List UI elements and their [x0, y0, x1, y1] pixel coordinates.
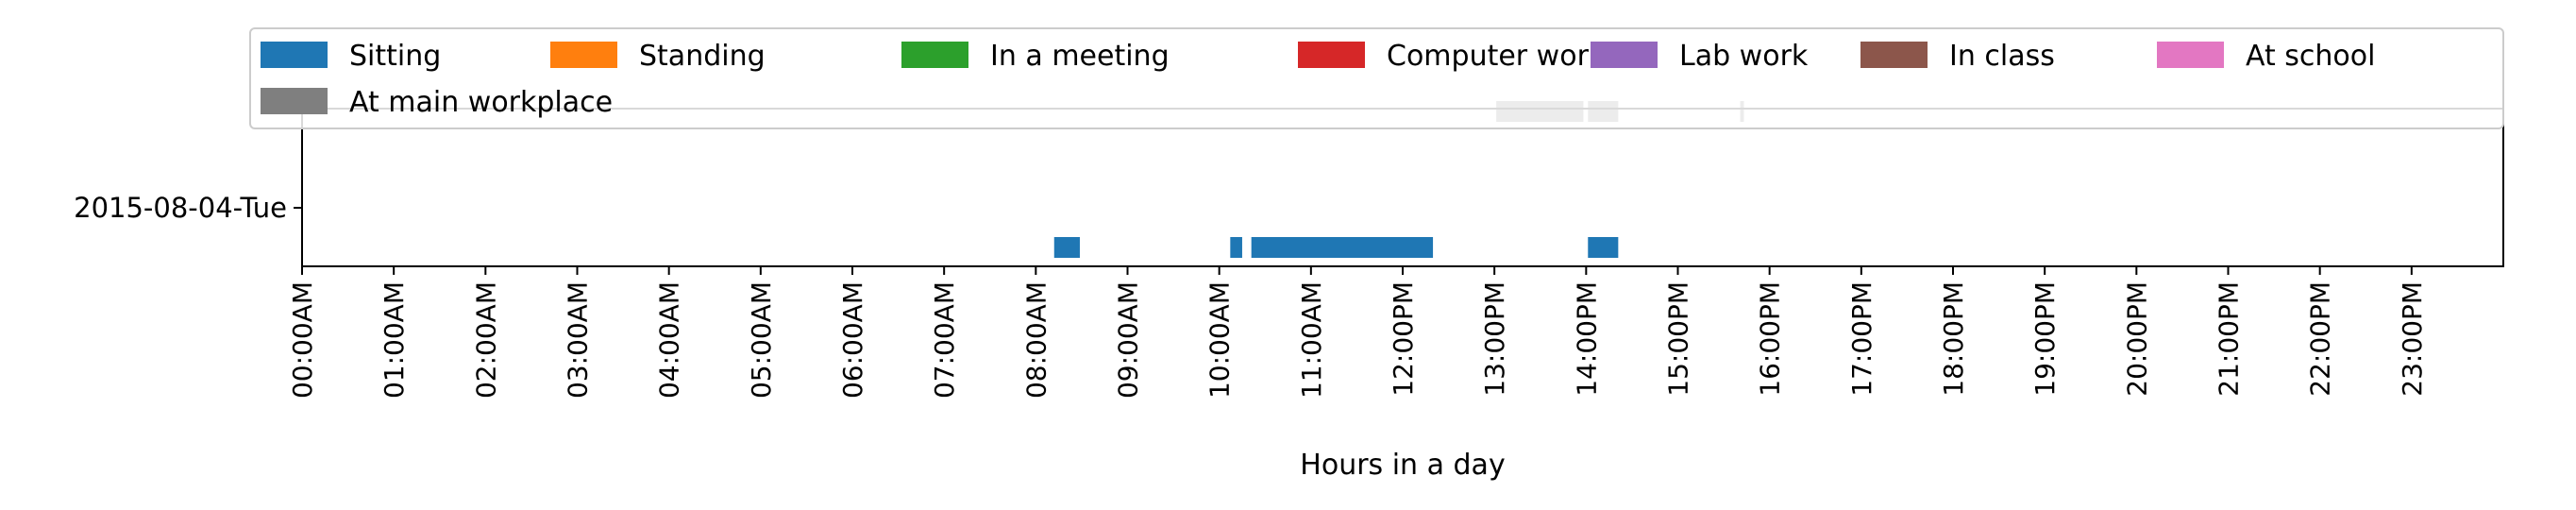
legend-label-computer-work: Computer work	[1387, 40, 1606, 73]
bar-sitting-2	[1251, 237, 1434, 258]
legend-swatch-in-a-meeting	[901, 42, 968, 68]
x-tick-label: 16:00PM	[1755, 281, 1786, 397]
x-tick-label: 19:00PM	[2029, 281, 2061, 397]
bar-sitting-3	[1588, 237, 1619, 258]
legend-swatch-computer-work	[1298, 42, 1365, 68]
legend-label-sitting: Sitting	[349, 40, 441, 73]
x-tick-label: 12:00PM	[1388, 281, 1419, 397]
legend-swatch-standing	[550, 42, 617, 68]
x-tick-label: 08:00AM	[1020, 281, 1052, 399]
x-tick-label: 15:00PM	[1663, 281, 1694, 397]
x-tick-label: 03:00AM	[563, 281, 594, 399]
legend-swatch-at-main-workplace	[261, 88, 328, 114]
x-tick-label: 10:00AM	[1204, 281, 1236, 399]
bar-sitting-1	[1230, 237, 1242, 258]
legend-swatch-in-class	[1860, 42, 1928, 68]
y-tick-label: 2015-08-04-Tue	[74, 192, 287, 224]
y-axis-ticks: 2015-08-04-Tue	[74, 192, 302, 224]
bar-sitting-0	[1053, 237, 1080, 258]
legend-label-in-a-meeting: In a meeting	[990, 40, 1170, 73]
x-tick-label: 20:00PM	[2121, 281, 2152, 397]
legend: Sitting Standing In a meeting Computer work…	[249, 27, 2504, 129]
x-tick-label: 18:00PM	[1938, 281, 1969, 397]
x-axis-label: Hours in a day	[1300, 449, 1505, 482]
legend-label-standing: Standing	[639, 40, 766, 73]
legend-label-in-class: In class	[1949, 40, 2055, 73]
x-tick-label: 13:00PM	[1479, 281, 1510, 397]
legend-swatch-at-school	[2157, 42, 2224, 68]
x-tick-label: 00:00AM	[287, 281, 318, 399]
legend-label-lab-work: Lab work	[1679, 40, 1809, 73]
x-tick-label: 11:00AM	[1296, 281, 1327, 399]
x-tick-label: 22:00PM	[2305, 281, 2336, 397]
legend-swatch-sitting	[261, 42, 328, 68]
x-tick-label: 01:00AM	[379, 281, 410, 399]
x-tick-label: 09:00AM	[1113, 281, 1144, 399]
x-tick-label: 02:00AM	[470, 281, 501, 399]
x-tick-label: 06:00AM	[837, 281, 868, 399]
x-tick-label: 21:00PM	[2214, 281, 2245, 397]
x-axis-ticks: 00:00AM 01:00AM 02:00AM 03:00AM 04:00AM 05:00…	[287, 266, 2428, 399]
legend-box	[249, 27, 2504, 129]
legend-label-at-school: At school	[2246, 40, 2375, 73]
x-tick-label: 05:00AM	[746, 281, 777, 399]
x-tick-label: 23:00PM	[2397, 281, 2428, 397]
legend-label-at-main-workplace: At main workplace	[349, 86, 613, 119]
x-tick-label: 07:00AM	[929, 281, 960, 399]
x-tick-label: 14:00PM	[1571, 281, 1602, 397]
legend-swatch-lab-work	[1591, 42, 1658, 68]
x-tick-label: 04:00AM	[654, 281, 685, 399]
x-tick-label: 17:00PM	[1846, 281, 1877, 397]
